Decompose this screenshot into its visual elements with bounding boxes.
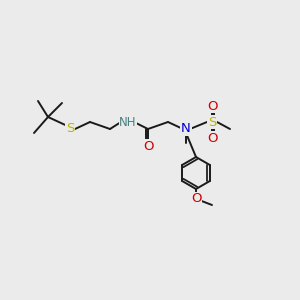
Text: O: O [191, 193, 201, 206]
Text: O: O [207, 100, 217, 112]
Text: S: S [208, 116, 216, 128]
Text: N: N [181, 122, 191, 136]
Text: O: O [143, 140, 153, 152]
Text: S: S [66, 122, 74, 136]
Text: NH: NH [119, 116, 137, 128]
Text: O: O [207, 131, 217, 145]
